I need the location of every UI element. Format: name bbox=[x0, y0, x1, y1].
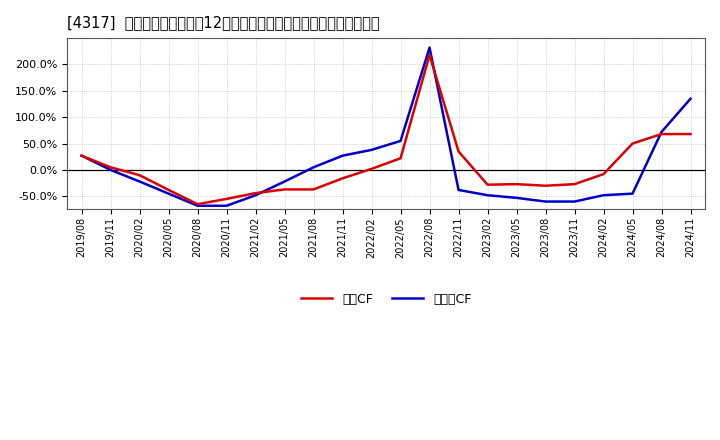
営業CF bbox=[338, 176, 347, 181]
営業CF bbox=[280, 187, 289, 192]
営業CF bbox=[426, 52, 434, 58]
営業CF bbox=[483, 182, 492, 187]
営業CF bbox=[193, 202, 202, 207]
フリーCF bbox=[222, 203, 231, 209]
フリーCF bbox=[396, 138, 405, 143]
営業CF bbox=[599, 172, 608, 177]
Line: 営業CF: 営業CF bbox=[81, 55, 690, 204]
フリーCF bbox=[599, 193, 608, 198]
フリーCF bbox=[193, 203, 202, 209]
営業CF bbox=[367, 166, 376, 172]
フリーCF bbox=[686, 96, 695, 101]
フリーCF bbox=[367, 147, 376, 153]
フリーCF bbox=[135, 179, 144, 184]
営業CF bbox=[107, 165, 115, 170]
フリーCF bbox=[338, 153, 347, 158]
フリーCF bbox=[570, 199, 579, 204]
営業CF bbox=[570, 182, 579, 187]
フリーCF bbox=[454, 187, 463, 193]
営業CF bbox=[541, 183, 550, 188]
フリーCF bbox=[77, 153, 86, 158]
営業CF bbox=[164, 187, 173, 193]
フリーCF bbox=[107, 167, 115, 172]
フリーCF bbox=[483, 193, 492, 198]
営業CF bbox=[251, 191, 260, 196]
Legend: 営業CF, フリーCF: 営業CF, フリーCF bbox=[296, 288, 477, 311]
フリーCF bbox=[251, 193, 260, 198]
営業CF bbox=[512, 182, 521, 187]
フリーCF bbox=[541, 199, 550, 204]
Text: [4317]  キャッシュフローの12か月移動合計の対前年同期増減率の推移: [4317] キャッシュフローの12か月移動合計の対前年同期増減率の推移 bbox=[67, 15, 379, 30]
フリーCF bbox=[657, 129, 666, 135]
フリーCF bbox=[512, 195, 521, 201]
フリーCF bbox=[164, 191, 173, 196]
営業CF bbox=[454, 149, 463, 154]
Line: フリーCF: フリーCF bbox=[81, 48, 690, 206]
営業CF bbox=[686, 132, 695, 137]
営業CF bbox=[628, 141, 636, 146]
フリーCF bbox=[426, 45, 434, 50]
営業CF bbox=[222, 196, 231, 202]
営業CF bbox=[309, 187, 318, 192]
営業CF bbox=[396, 156, 405, 161]
営業CF bbox=[135, 172, 144, 178]
フリーCF bbox=[628, 191, 636, 196]
営業CF bbox=[657, 132, 666, 137]
営業CF bbox=[77, 153, 86, 158]
フリーCF bbox=[309, 165, 318, 170]
フリーCF bbox=[280, 179, 289, 184]
